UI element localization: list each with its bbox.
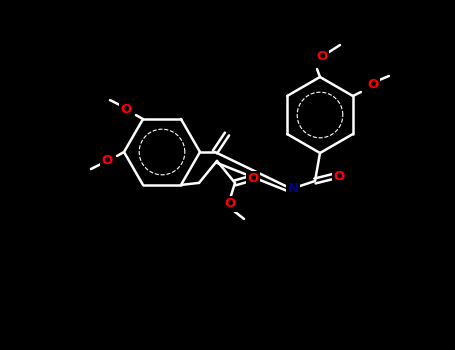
Text: N: N <box>288 182 298 196</box>
Text: O: O <box>334 169 344 182</box>
Text: O: O <box>224 197 236 210</box>
Text: O: O <box>248 173 258 186</box>
Text: O: O <box>316 50 328 63</box>
Text: O: O <box>121 103 131 116</box>
Text: O: O <box>101 154 113 167</box>
Text: O: O <box>367 77 379 91</box>
